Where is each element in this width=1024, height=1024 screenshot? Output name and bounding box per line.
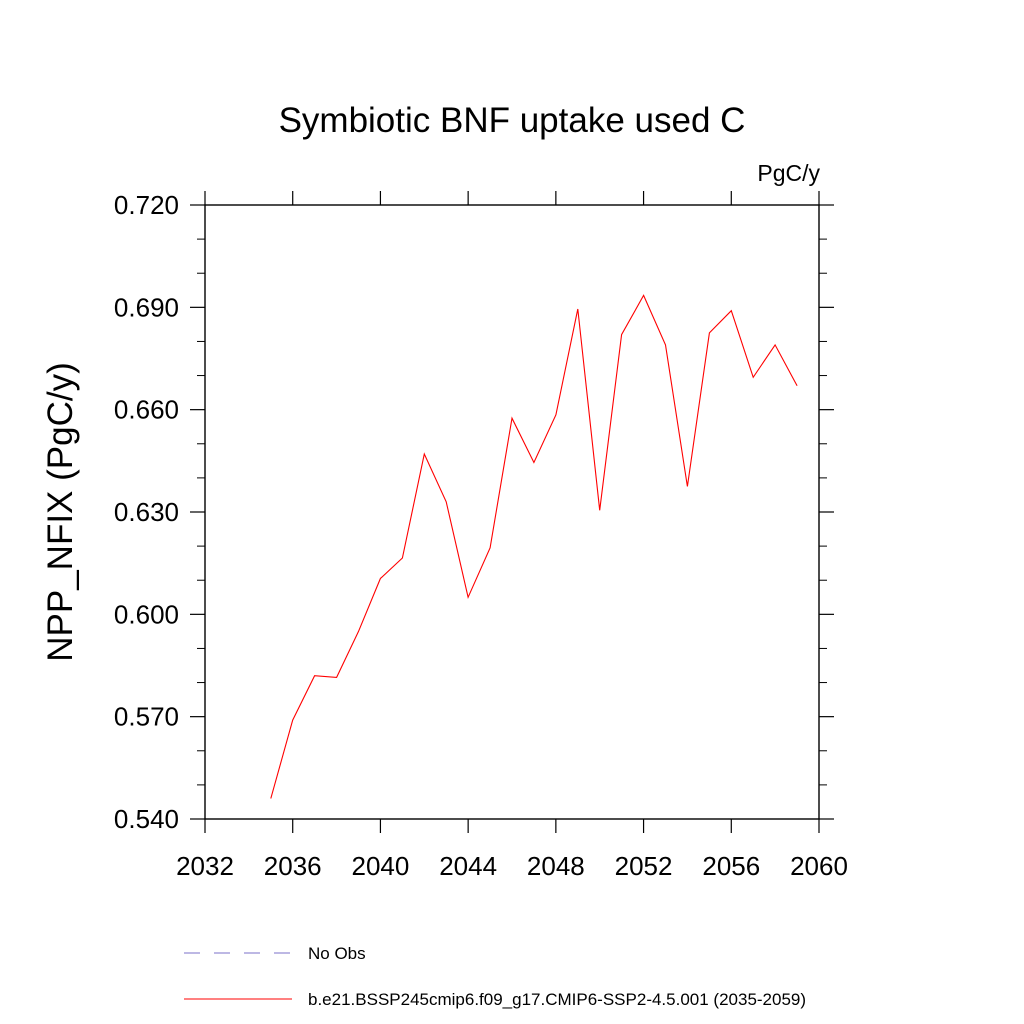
chart-title: Symbiotic BNF uptake used C [279, 101, 746, 140]
axis-ticks [190, 191, 834, 833]
plot-frame [204, 204, 820, 820]
y-tick-label: 0.660 [114, 395, 179, 425]
y-tick-label: 0.690 [114, 292, 179, 322]
x-tick-label: 2040 [352, 851, 410, 881]
y-tick-label: 0.600 [114, 599, 179, 629]
y-tick-label: 0.570 [114, 702, 179, 732]
y-tick-label: 0.720 [114, 190, 179, 220]
x-tick-label: 2032 [176, 851, 234, 881]
y-tick-labels: 0.540 0.570 0.600 0.630 0.660 0.690 0.720 [114, 190, 179, 834]
y-tick-label: 0.630 [114, 497, 179, 527]
units-label: PgC/y [757, 160, 820, 186]
series-line [270, 294, 798, 799]
legend: No Obs b.e21.BSSP245cmip6.f09_g17.CMIP6-S… [184, 944, 806, 1009]
x-tick-label: 2048 [527, 851, 585, 881]
x-tick-label: 2044 [439, 851, 497, 881]
x-tick-label: 2056 [702, 851, 760, 881]
x-tick-label: 2052 [615, 851, 673, 881]
legend-label: No Obs [308, 944, 366, 963]
x-tick-label: 2060 [790, 851, 848, 881]
legend-label: b.e21.BSSP245cmip6.f09_g17.CMIP6-SSP2-4.… [308, 990, 806, 1009]
y-tick-label: 0.540 [114, 804, 179, 834]
y-axis-label: NPP_NFIX (PgC/y) [41, 362, 80, 662]
x-tick-labels: 2032 2036 2040 2044 2048 2052 2056 2060 [176, 851, 848, 881]
x-tick-label: 2036 [264, 851, 322, 881]
series-layer [270, 294, 798, 799]
